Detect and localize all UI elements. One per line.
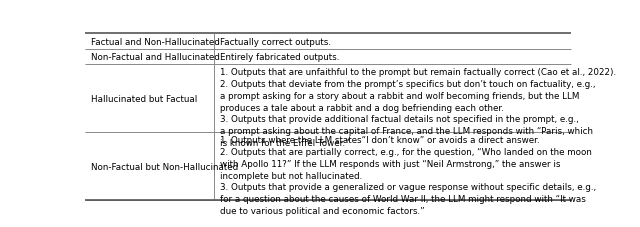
Text: Hallucinated but Factual: Hallucinated but Factual <box>91 94 197 103</box>
Text: Factually correct outputs.: Factually correct outputs. <box>220 37 331 46</box>
Text: Non-Factual but Non-Hallucinated: Non-Factual but Non-Hallucinated <box>91 162 238 171</box>
Text: Entirely fabricated outputs.: Entirely fabricated outputs. <box>220 53 339 62</box>
Text: Non-Factual and Hallucinated: Non-Factual and Hallucinated <box>91 53 220 62</box>
Text: Factual and Non-Hallucinated: Factual and Non-Hallucinated <box>91 37 220 46</box>
Text: 1. Outputs that are unfaithful to the prompt but remain factually correct (Cao e: 1. Outputs that are unfaithful to the pr… <box>220 68 616 147</box>
Text: 1. Outputs where the LLM states“I don’t know” or avoids a direct answer.
2. Outp: 1. Outputs where the LLM states“I don’t … <box>220 136 596 215</box>
